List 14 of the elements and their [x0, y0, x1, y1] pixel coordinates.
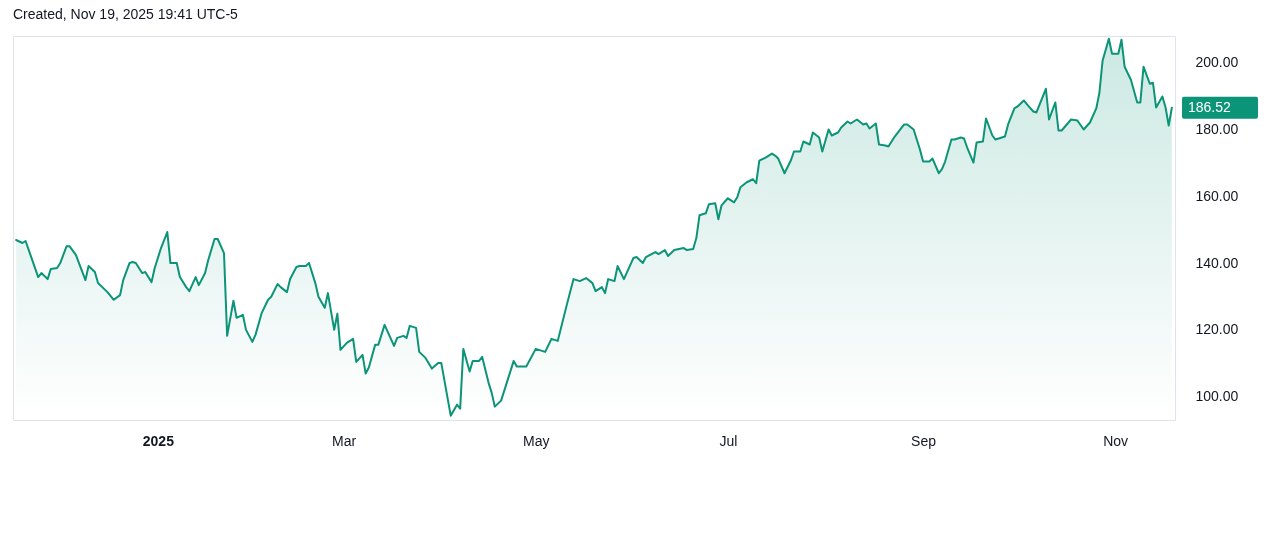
x-tick-label: Jul: [719, 432, 738, 449]
x-tick-label: Sep: [911, 432, 937, 449]
text: 186.52: [1188, 98, 1232, 115]
chart-title: Created, Nov 19, 2025 19:41 UTC-5: [13, 6, 239, 22]
y-tick-label: 120.00: [1195, 321, 1239, 338]
y-tick-label: 140.00: [1195, 254, 1239, 271]
x-tick-label: Nov: [1103, 432, 1129, 449]
y-tick-label: 160.00: [1195, 187, 1239, 204]
x-tick-label: Mar: [332, 432, 357, 449]
y-tick-label: 200.00: [1195, 54, 1239, 71]
y-tick-label: 100.00: [1195, 388, 1239, 405]
y-tick-label: 180.00: [1195, 121, 1239, 137]
x-tick-label: 2025: [142, 432, 175, 449]
x-tick-label: May: [523, 432, 550, 449]
